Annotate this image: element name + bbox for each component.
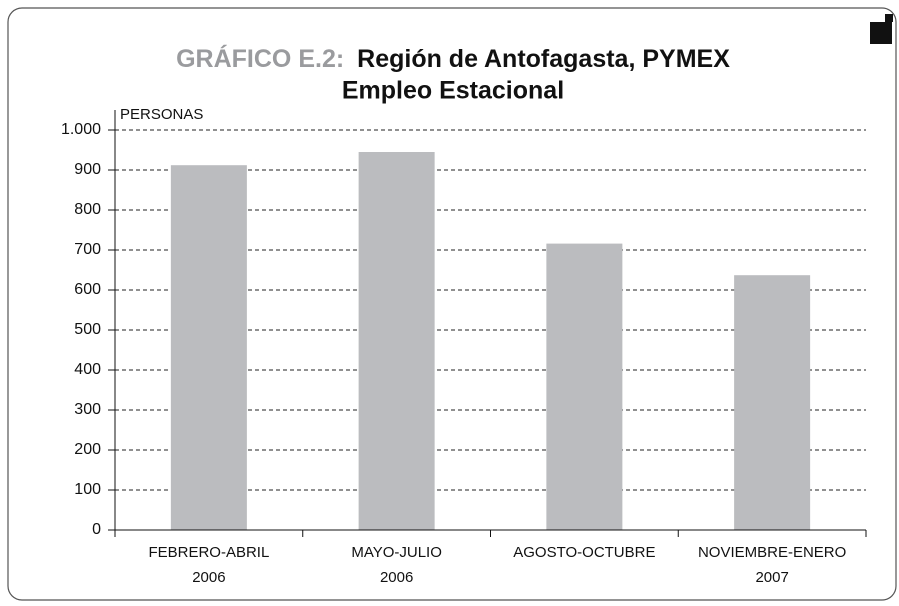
x-tick-label: AGOSTO-OCTUBRE (513, 544, 655, 561)
title-line: Región de Antofagasta, PYMEX (357, 45, 730, 73)
title-line: Empleo Estacional (342, 77, 564, 105)
y-tick-label: 800 (74, 201, 101, 218)
bar (546, 243, 623, 530)
title-label: GRÁFICO E.2: (176, 44, 344, 73)
x-tick-label: 2007 (755, 569, 788, 586)
bar (170, 165, 247, 530)
y-tick-label: 1.000 (61, 121, 101, 138)
frame (7, 7, 897, 601)
y-tick-label: 200 (74, 441, 101, 458)
y-tick-label: 600 (74, 281, 101, 298)
x-tick-label: 2006 (380, 569, 413, 586)
corner-icon (870, 22, 892, 44)
bar (734, 275, 811, 530)
y-tick-label: 0 (92, 521, 101, 538)
y-tick-label: 100 (74, 481, 101, 498)
y-axis-label: PERSONAS (120, 106, 203, 123)
x-tick-label: MAYO-JULIO (351, 544, 442, 561)
y-tick-label: 700 (74, 241, 101, 258)
corner-icon-small (885, 14, 893, 22)
y-tick-label: 900 (74, 161, 101, 178)
chart-title: GRÁFICO E.2: Región de Antofagasta, PYME… (176, 44, 730, 73)
bar (358, 152, 435, 530)
x-tick-label: 2006 (192, 569, 225, 586)
x-tick-label: NOVIEMBRE-ENERO (698, 544, 846, 561)
y-tick-label: 500 (74, 321, 101, 338)
y-tick-label: 400 (74, 361, 101, 378)
y-tick-label: 300 (74, 401, 101, 418)
x-tick-label: FEBRERO-ABRIL (148, 544, 269, 561)
